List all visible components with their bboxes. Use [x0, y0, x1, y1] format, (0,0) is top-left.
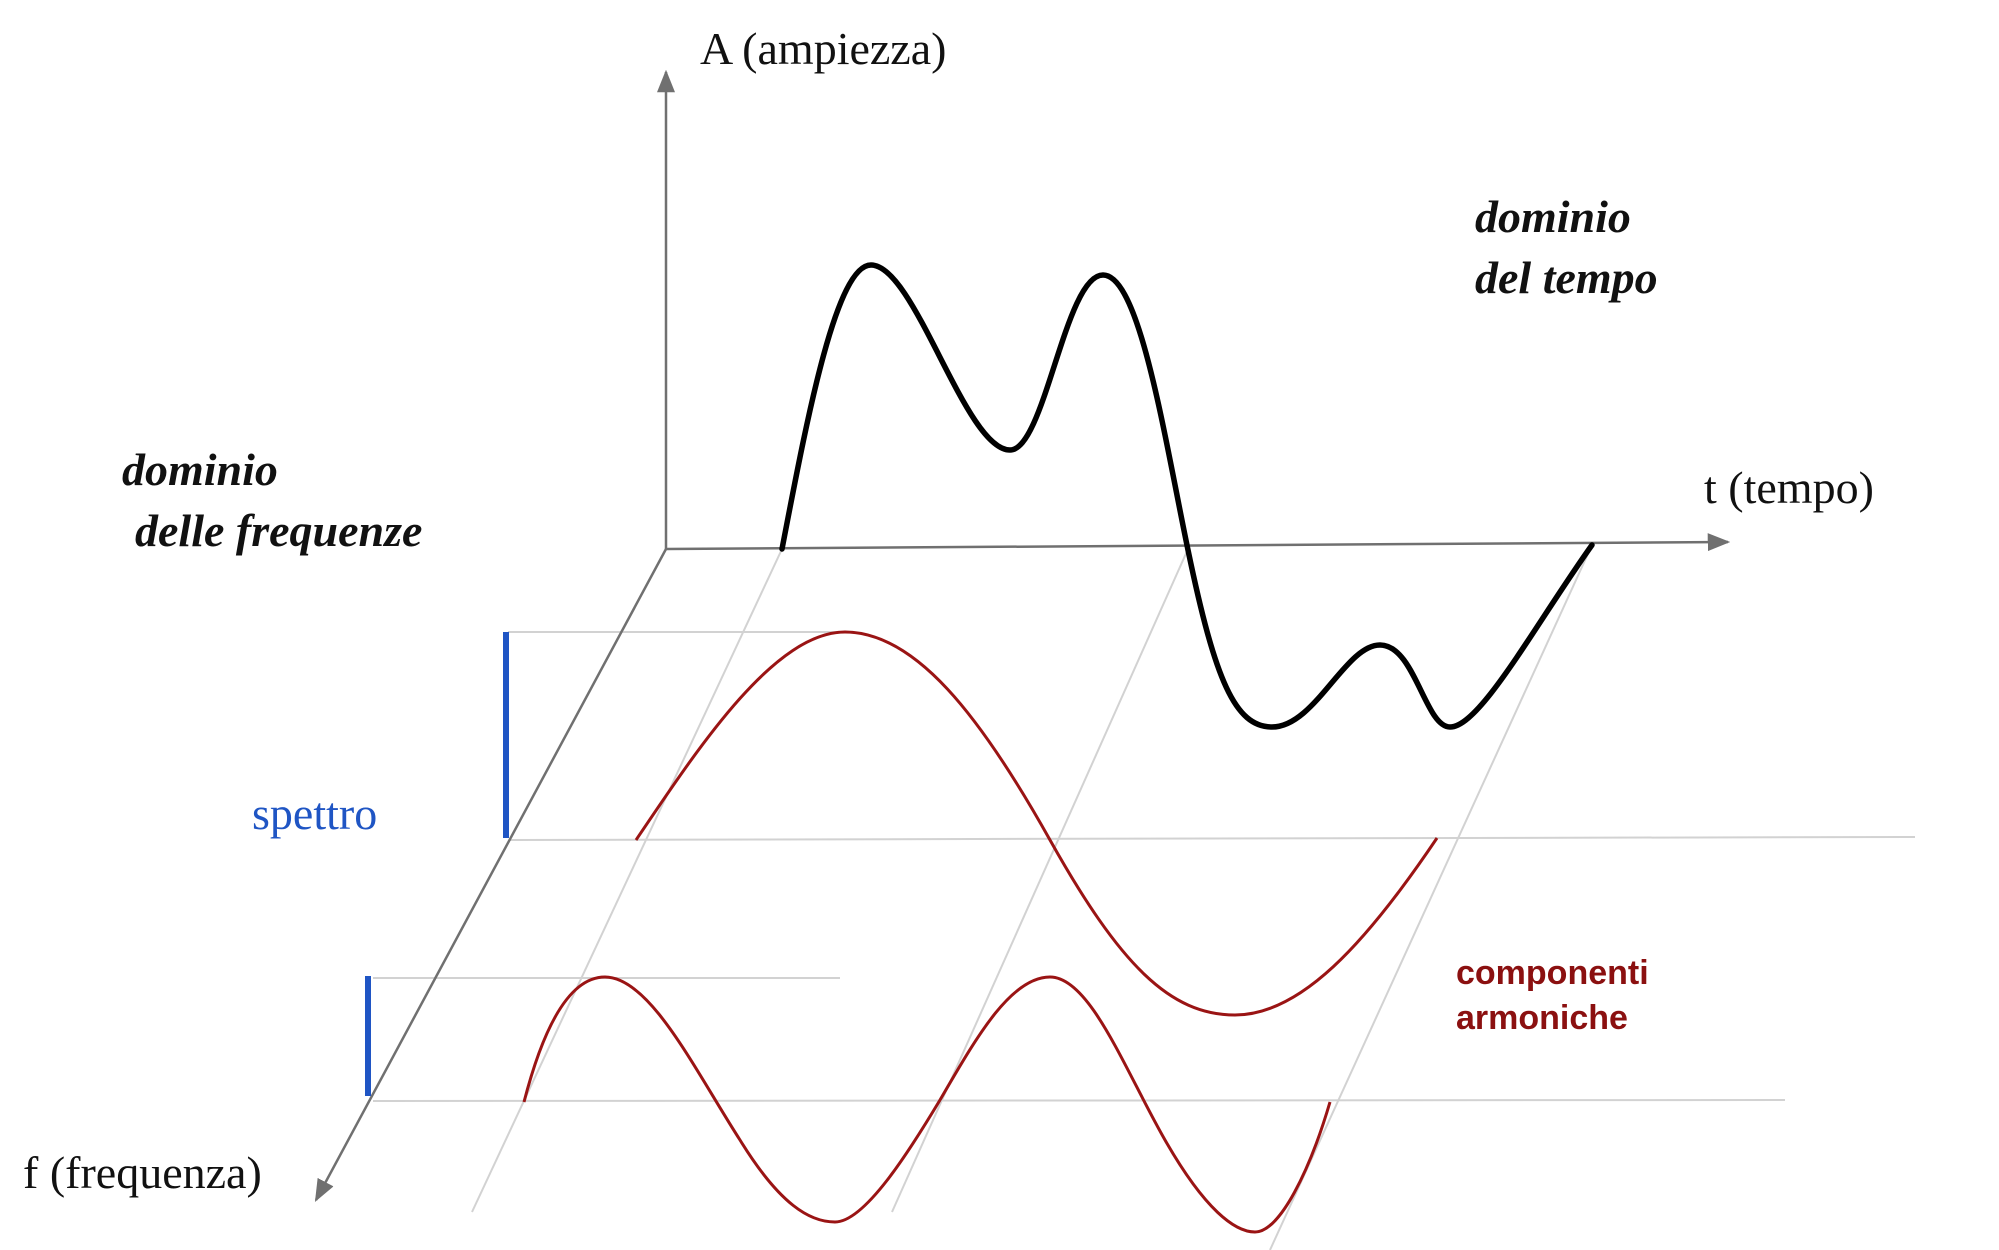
harmonic-fundamental-curve	[634, 630, 1439, 1017]
guide-h-fundamental-baseline	[509, 836, 1916, 841]
harmonic-components-label-line2: armoniche	[1456, 999, 1628, 1037]
guide-d-1	[471, 548, 783, 1213]
time-domain-signal-curve	[779, 262, 1595, 730]
time-domain-title-line1: dominio	[1475, 191, 1631, 242]
harmonic-second-curve	[522, 975, 1332, 1234]
guide-d-2	[891, 548, 1189, 1213]
harmonic-components-label-line1: componenti	[1456, 954, 1649, 992]
guide-lines	[372, 544, 1916, 1250]
frequency-axis	[314, 548, 668, 1202]
frequency-domain-title-line2: delle frequenze	[135, 505, 422, 556]
time-axis-label: t (tempo)	[1704, 462, 1874, 513]
time-domain-title-line2: del tempo	[1475, 252, 1658, 303]
guide-d-3	[1269, 544, 1593, 1250]
amplitude-axis-label: A (ampiezza)	[700, 23, 946, 74]
frequency-axis-label: f (frequenza)	[23, 1147, 262, 1198]
frequency-domain-title-line1: dominio	[122, 444, 278, 495]
spectrum-label: spettro	[252, 788, 377, 839]
guide-h-harmonic-baseline	[372, 1099, 1786, 1102]
axes	[314, 69, 1731, 1202]
time-axis	[665, 533, 1731, 552]
